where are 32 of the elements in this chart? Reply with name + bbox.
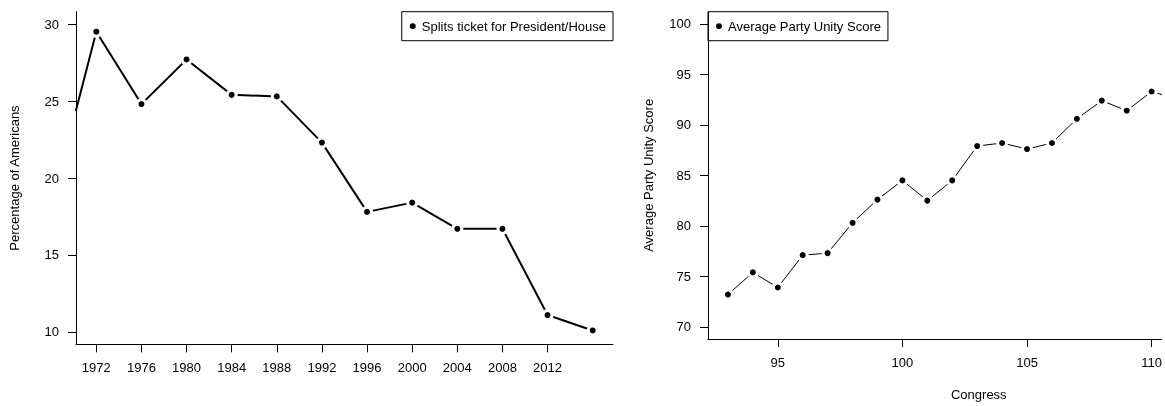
y-tick-label: 80: [676, 218, 691, 234]
x-tick-label: 1988: [262, 360, 292, 376]
y-tick-label: 85: [676, 167, 691, 183]
x-tick-label: 2000: [397, 360, 427, 376]
x-tick-label: 95: [770, 355, 786, 370]
x-tick-label: 1984: [217, 360, 247, 376]
legend-label: Splits ticket for President/House: [421, 18, 606, 34]
x-tick-label: 105: [1016, 355, 1038, 370]
x-tick-label: 1980: [172, 360, 202, 376]
y-tick-label: 95: [676, 66, 691, 82]
x-tick-label: 1976: [126, 360, 156, 376]
x-tick-label: 1972: [81, 360, 111, 376]
x-tick-label: 2004: [442, 360, 472, 376]
y-tick-label: 15: [44, 247, 59, 263]
x-tick-label: 1992: [307, 360, 337, 376]
x-tick-label: 2008: [487, 360, 517, 376]
y-tick-label: 75: [676, 268, 691, 284]
y-tick-label: 20: [44, 170, 59, 186]
y-tick-label: 70: [676, 319, 691, 335]
y-tick-label: 10: [44, 324, 59, 340]
legend-label: Average Party Unity Score: [728, 18, 881, 34]
x-tick-label: 100: [891, 355, 914, 370]
y-axis-title: Average Party Unity Score: [641, 98, 656, 252]
x-axis-title: Congress: [950, 387, 1008, 402]
x-tick-label: 110: [1141, 355, 1162, 370]
y-tick-label: 90: [676, 117, 691, 133]
y-tick-label: 30: [44, 16, 59, 32]
x-tick-label: 1996: [352, 360, 382, 376]
y-axis-title: Percentage of Americans: [7, 104, 22, 251]
y-tick-label: 25: [44, 93, 59, 109]
y-tick-label: 100: [669, 16, 691, 32]
x-tick-label: 2012: [533, 360, 563, 376]
